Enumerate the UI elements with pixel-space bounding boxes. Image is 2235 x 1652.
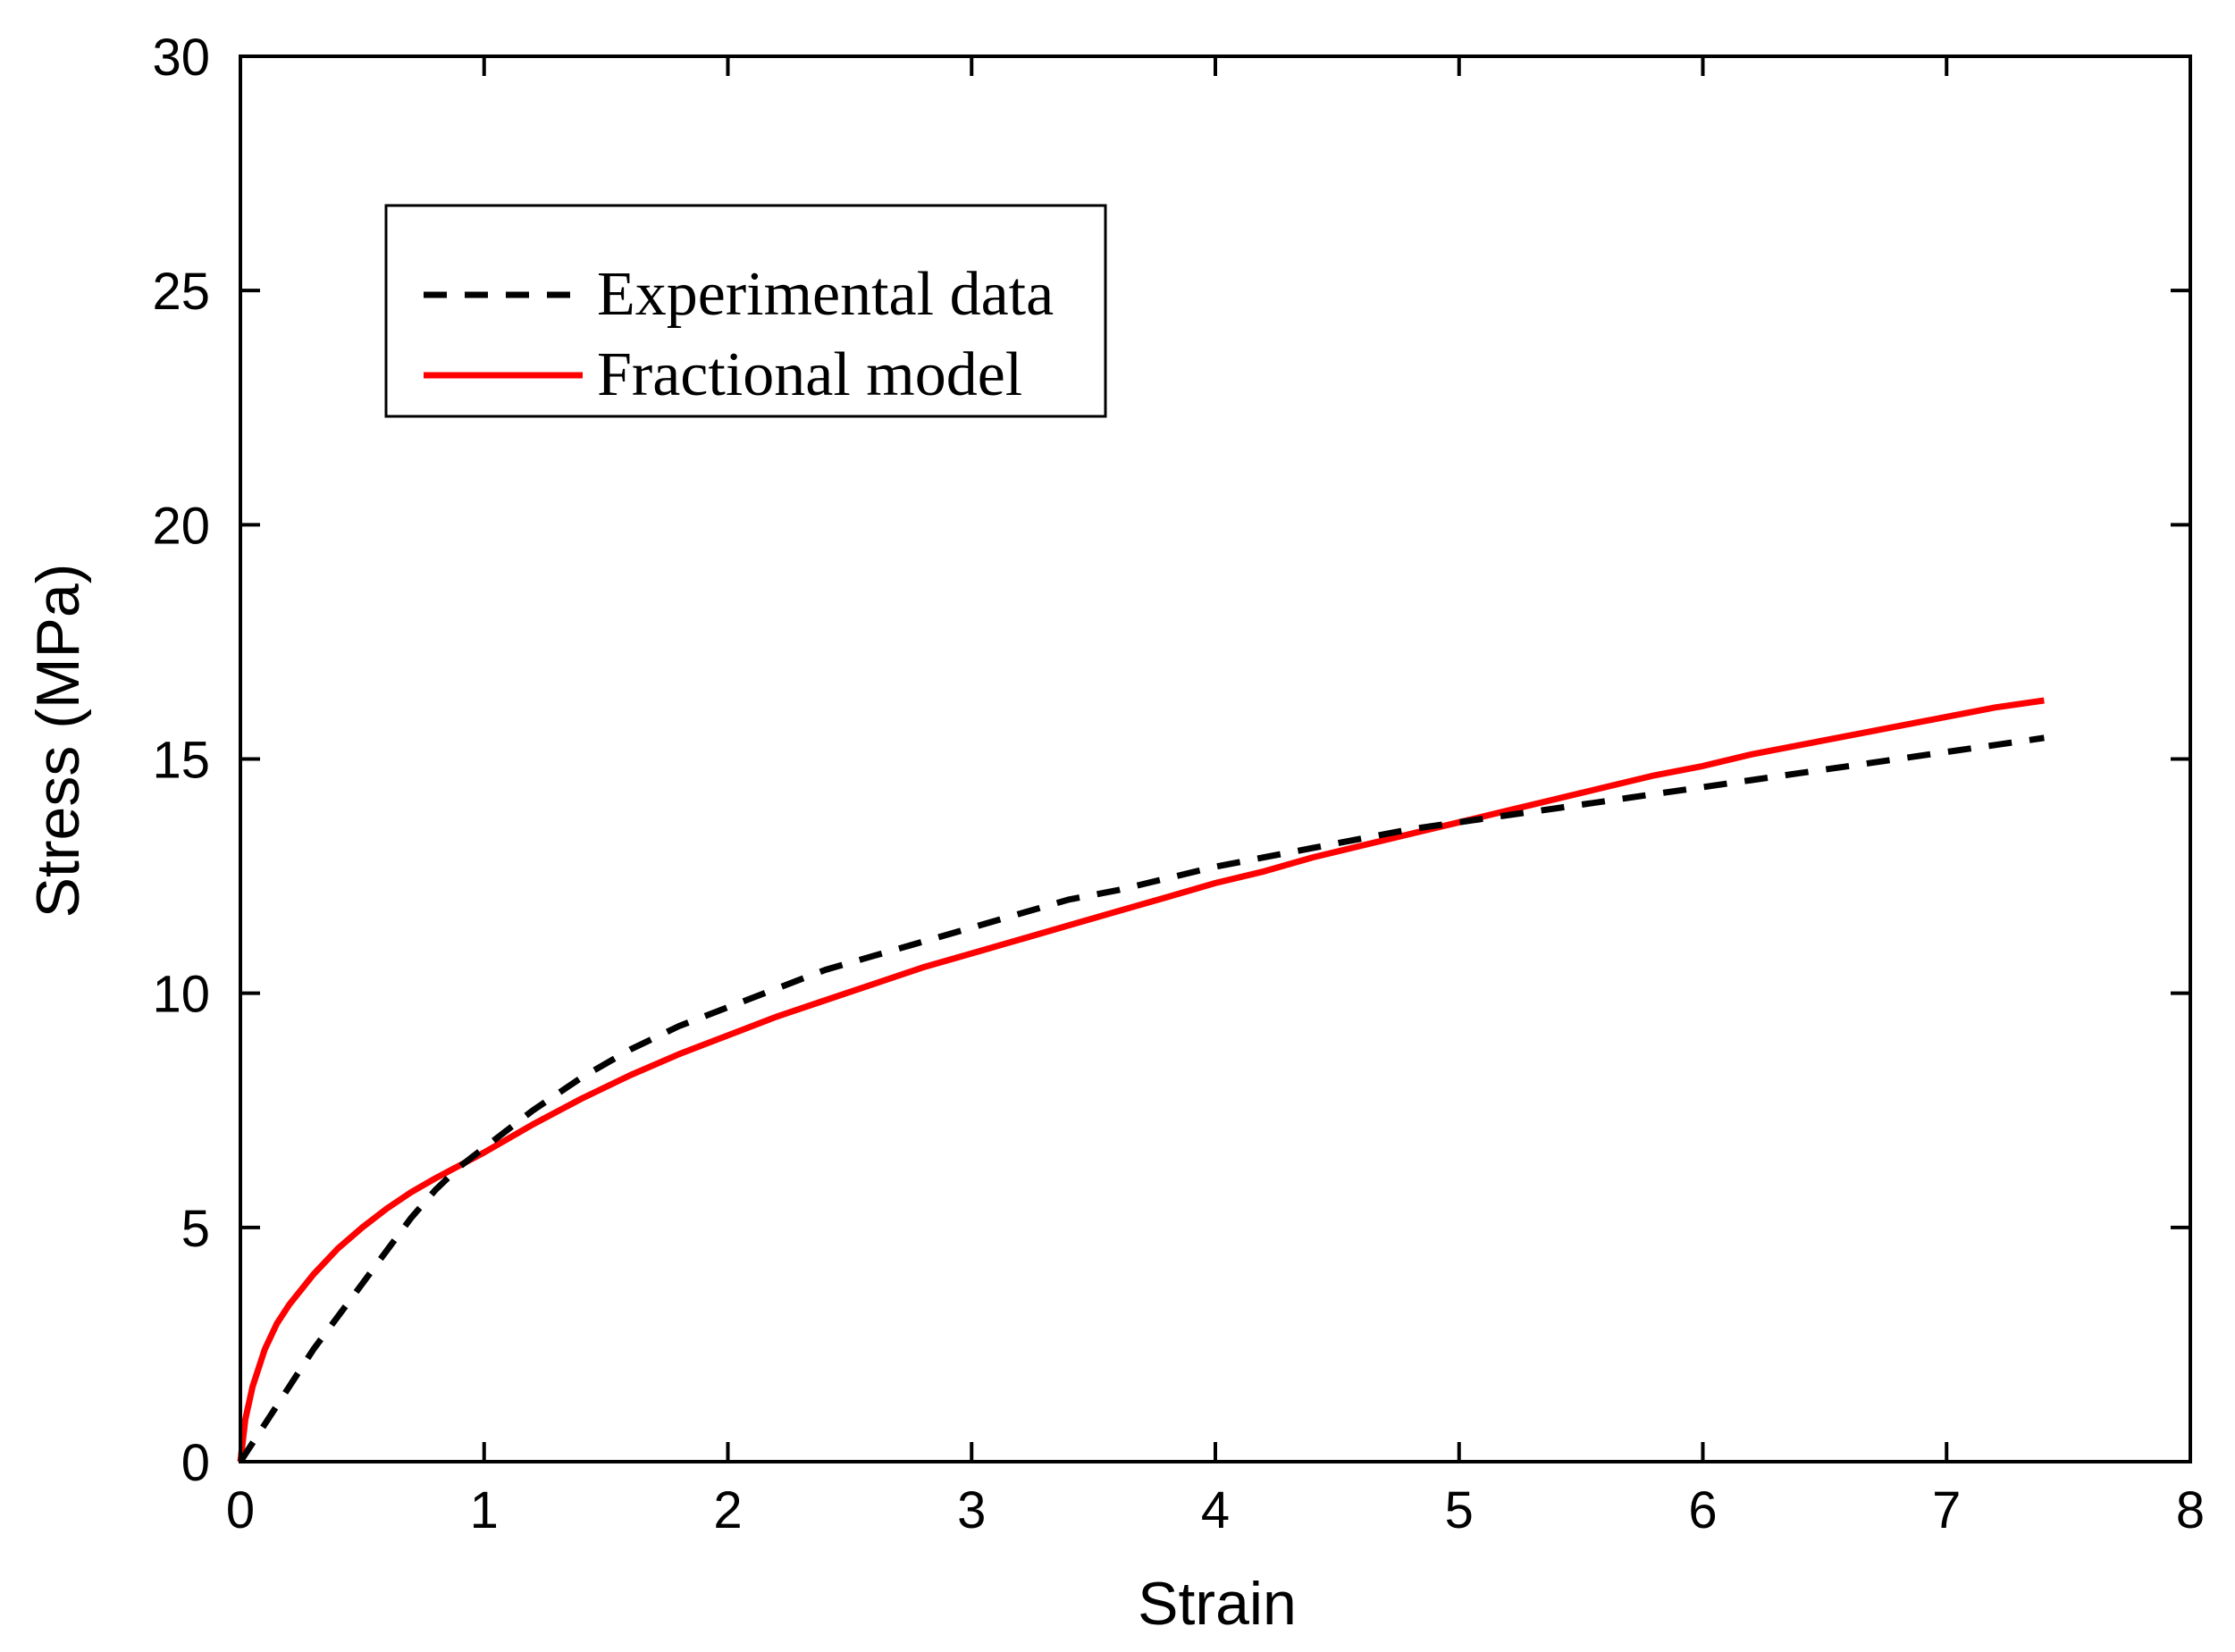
legend-label-fractional: Fractional model: [597, 340, 1022, 409]
y-tick-label: 0: [181, 1434, 210, 1492]
y-axis-title: Stress (MPa): [24, 564, 92, 918]
y-tick-label: 20: [152, 497, 210, 555]
series-line-fractional: [237, 697, 2045, 1463]
legend-label-experimental: Experimental data: [597, 260, 1054, 329]
x-axis-ticks: 0 1 2 3 4 5 6 7 8: [226, 56, 2205, 1539]
x-tick-label: 5: [1445, 1481, 1474, 1539]
y-tick-label: 15: [152, 732, 210, 790]
y-tick-label: 30: [152, 29, 210, 87]
x-tick-label: 6: [1688, 1481, 1717, 1539]
x-tick-label: 0: [226, 1481, 255, 1539]
y-tick-label: 5: [181, 1200, 210, 1258]
x-axis-title: Strain: [1138, 1570, 1297, 1638]
y-tick-label: 10: [152, 966, 210, 1024]
series-line-experimental: [238, 734, 2045, 1463]
y-tick-label: 25: [152, 263, 210, 321]
legend: Experimental data Fractional model: [384, 204, 1107, 418]
x-tick-label: 8: [2176, 1481, 2205, 1539]
data-curves: [237, 697, 2045, 1463]
x-tick-label: 4: [1201, 1481, 1230, 1539]
x-tick-label: 3: [957, 1481, 986, 1539]
x-tick-label: 1: [470, 1481, 499, 1539]
legend-box: [384, 204, 1107, 418]
y-axis-ticks: 0 5 10 15 20 25 30: [152, 29, 2190, 1492]
x-tick-label: 2: [713, 1481, 742, 1539]
x-tick-label: 7: [1932, 1481, 1961, 1539]
